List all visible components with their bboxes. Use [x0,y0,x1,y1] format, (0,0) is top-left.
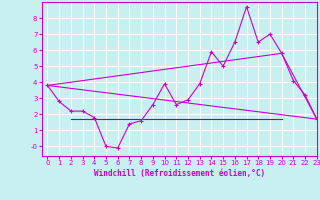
X-axis label: Windchill (Refroidissement éolien,°C): Windchill (Refroidissement éolien,°C) [94,169,265,178]
